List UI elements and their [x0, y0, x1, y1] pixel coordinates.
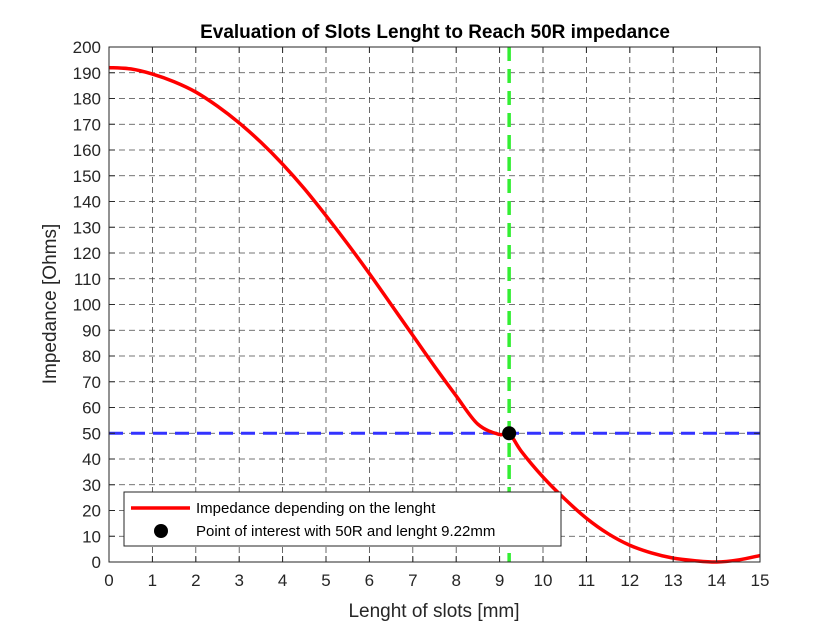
x-tick-label: 4	[278, 571, 287, 590]
x-tick-label: 1	[148, 571, 157, 590]
x-tick-label: 11	[578, 571, 596, 590]
x-tick-label: 10	[534, 571, 553, 590]
y-tick-label: 50	[82, 424, 101, 443]
x-tick-label: 13	[664, 571, 683, 590]
x-tick-label: 3	[234, 571, 243, 590]
y-tick-label: 0	[92, 553, 101, 572]
legend-entry-point: Point of interest with 50R and lenght 9.…	[196, 523, 495, 540]
y-tick-label: 80	[82, 347, 101, 366]
legend-marker-swatch	[154, 524, 168, 538]
grid	[109, 47, 760, 562]
legend-box	[123, 491, 562, 547]
y-tick-label: 40	[82, 450, 101, 469]
x-tick-label: 2	[191, 571, 200, 590]
series-line-impedance	[108, 65, 761, 564]
y-tick-label: 60	[82, 399, 101, 418]
y-tick-label: 30	[82, 476, 101, 495]
x-axis-title: Lenght of slots [mm]	[348, 601, 519, 622]
y-tick-label: 70	[82, 373, 101, 392]
x-tick-label: 5	[321, 571, 330, 590]
point-of-interest-marker	[502, 426, 517, 441]
x-tick-label: 8	[451, 571, 460, 590]
series-layer	[108, 65, 761, 564]
y-tick-label: 170	[73, 115, 101, 134]
y-tick-label: 90	[82, 321, 101, 340]
x-tick-label: 15	[751, 571, 770, 590]
y-tick-label: 200	[73, 38, 101, 57]
y-axis-title: Impedance [Ohms]	[40, 224, 61, 385]
reference-lines	[109, 47, 760, 562]
x-tick-label: 7	[408, 571, 417, 590]
x-tick-label: 14	[707, 571, 726, 590]
y-tick-label: 140	[73, 193, 101, 212]
y-tick-label: 130	[73, 218, 101, 237]
y-tick-label: 120	[73, 244, 101, 263]
y-axis-ticks: 0 10 20 30 40 50 60 70 80 90 100 110 120 130 140 150 160…	[73, 38, 760, 572]
x-tick-label: 9	[495, 571, 504, 590]
y-tick-label: 100	[73, 296, 101, 315]
chart-title: Evaluation of Slots Lenght to Reach 50R …	[200, 22, 670, 43]
y-tick-label: 160	[73, 141, 101, 160]
x-tick-label: 6	[365, 571, 374, 590]
x-axis-ticks: 0 1 2 3 4 5 6 7 8 9 10 11 12 13 14 15	[104, 47, 769, 590]
y-tick-label: 10	[82, 527, 101, 546]
y-tick-label: 180	[73, 90, 101, 109]
legend: Impedance depending on the lenght Point …	[123, 491, 562, 547]
legend-entry-impedance: Impedance depending on the lenght	[196, 500, 436, 517]
y-tick-label: 20	[82, 502, 101, 521]
x-tick-label: 0	[104, 571, 113, 590]
y-tick-label: 190	[73, 64, 101, 83]
y-tick-label: 110	[74, 270, 101, 289]
y-tick-label: 150	[73, 167, 101, 186]
x-tick-label: 12	[620, 571, 639, 590]
